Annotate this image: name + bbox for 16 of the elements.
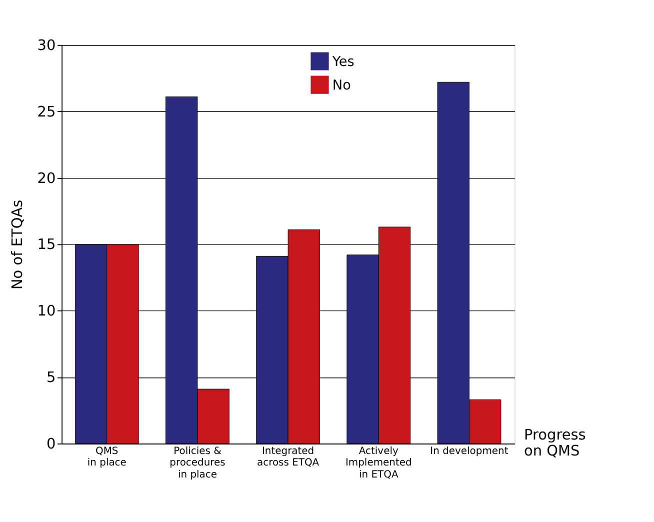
y-tick-label: 5	[46, 370, 56, 386]
y-tick-label: 0	[46, 436, 56, 452]
y-axis-title: No of ETQAs	[10, 200, 26, 290]
x-tick-label: In development	[430, 446, 508, 457]
y-tick-label: 10	[37, 304, 56, 320]
x-tick-label: Actively Implemented in ETQA	[345, 446, 412, 480]
x-tick-label: QMS in place	[87, 446, 126, 469]
legend-label: Yes	[331, 54, 354, 70]
y-tick-label: 20	[37, 170, 56, 187]
y-tick-label: 25	[37, 104, 56, 120]
y-tick-label: 15	[37, 237, 56, 254]
x-axis-title: Progress on QMS	[524, 427, 586, 460]
x-tick-label: Policies & procedures in place	[170, 446, 226, 480]
x-tick-label: Integrated across ETQA	[257, 446, 320, 469]
y-tick-label: 30	[37, 38, 56, 54]
legend-label: No	[332, 77, 351, 94]
